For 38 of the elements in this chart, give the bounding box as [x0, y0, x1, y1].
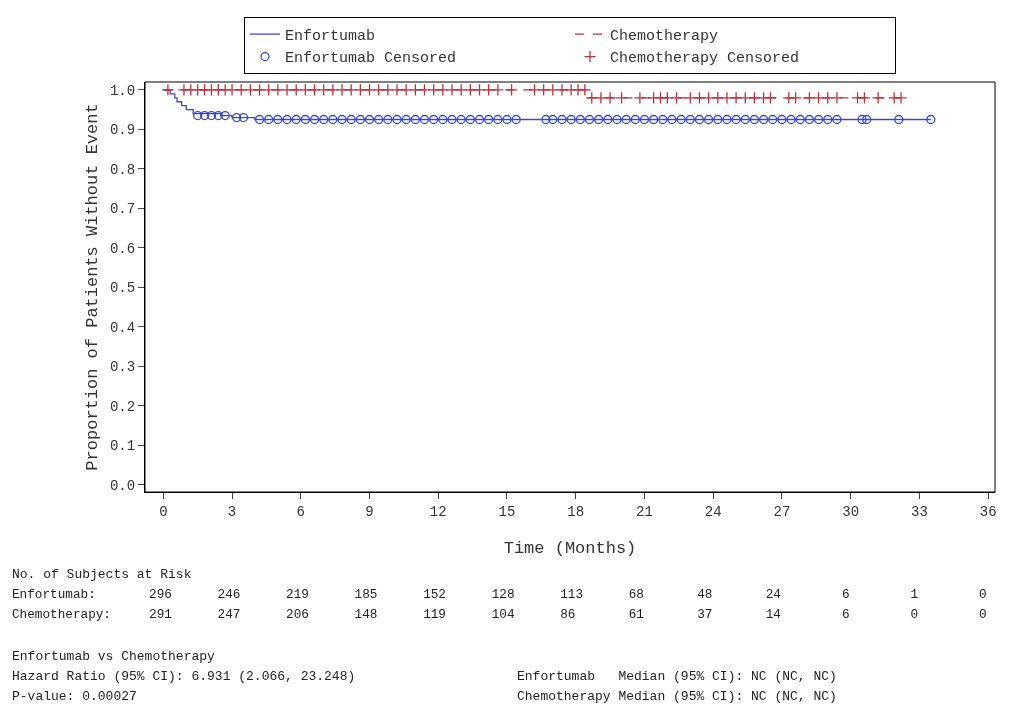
legend-label: Enfortumab: [285, 27, 376, 45]
x-tick-label: 12: [429, 503, 447, 520]
y-tick-label: 0.5: [109, 280, 136, 297]
y-tick-label: 0.7: [109, 201, 136, 218]
text: P-value: 0.00027: [12, 689, 137, 704]
legend-label: Chemotherapy: [610, 27, 719, 45]
x-tick-label: 0: [159, 503, 168, 520]
x-axis-title: Time (Months): [503, 539, 637, 559]
x-tick-label: 21: [636, 503, 653, 520]
y-axis-title: Proportion of Patients Without Event: [82, 103, 102, 471]
text: Hazard Ratio (95% CI): 6.931 (2.066, 23.248): [12, 669, 356, 684]
y-tick-label: 1.0: [109, 82, 136, 99]
y-tick-label: 0.2: [109, 398, 136, 415]
x-tick-label: 36: [979, 503, 997, 520]
y-tick-label: 0.0: [109, 477, 136, 494]
legend-label: Chemotherapy Censored: [610, 50, 800, 68]
text: No. of Subjects at Risk: [12, 567, 192, 582]
text: Chemotherapy Median (95% CI): NC (NC, NC): [517, 689, 837, 704]
y-tick-label: 0.9: [109, 122, 136, 139]
x-tick-label: 33: [910, 503, 928, 520]
x-tick-label: 27: [773, 503, 791, 520]
y-tick-label: 0.3: [109, 359, 136, 376]
x-tick-label: 24: [704, 503, 722, 520]
y-tick-label: 0.6: [109, 240, 136, 257]
x-tick-label: 15: [498, 503, 516, 520]
x-tick-label: 6: [296, 503, 305, 520]
y-tick-label: 0.1: [109, 438, 136, 455]
y-tick-label: 0.8: [109, 161, 136, 178]
x-tick-label: 3: [227, 503, 237, 520]
text: Chemotherapy: 291 247 206 148 119 104 86 61 37 14 6 0 0: [12, 607, 987, 622]
text: Enfortumab Median (95% CI): NC (NC, NC): [517, 669, 837, 684]
text: Enfortumab vs Chemotherapy: [12, 649, 216, 664]
legend-label: Enfortumab Censored: [285, 50, 457, 68]
x-tick-label: 18: [567, 503, 585, 520]
x-tick-label: 9: [365, 503, 374, 520]
text: Enfortumab: 296 246 219 185 152 128 113 68 48 24 6 1 0: [12, 587, 987, 602]
y-tick-label: 0.4: [109, 319, 136, 336]
x-tick-label: 30: [842, 503, 860, 520]
